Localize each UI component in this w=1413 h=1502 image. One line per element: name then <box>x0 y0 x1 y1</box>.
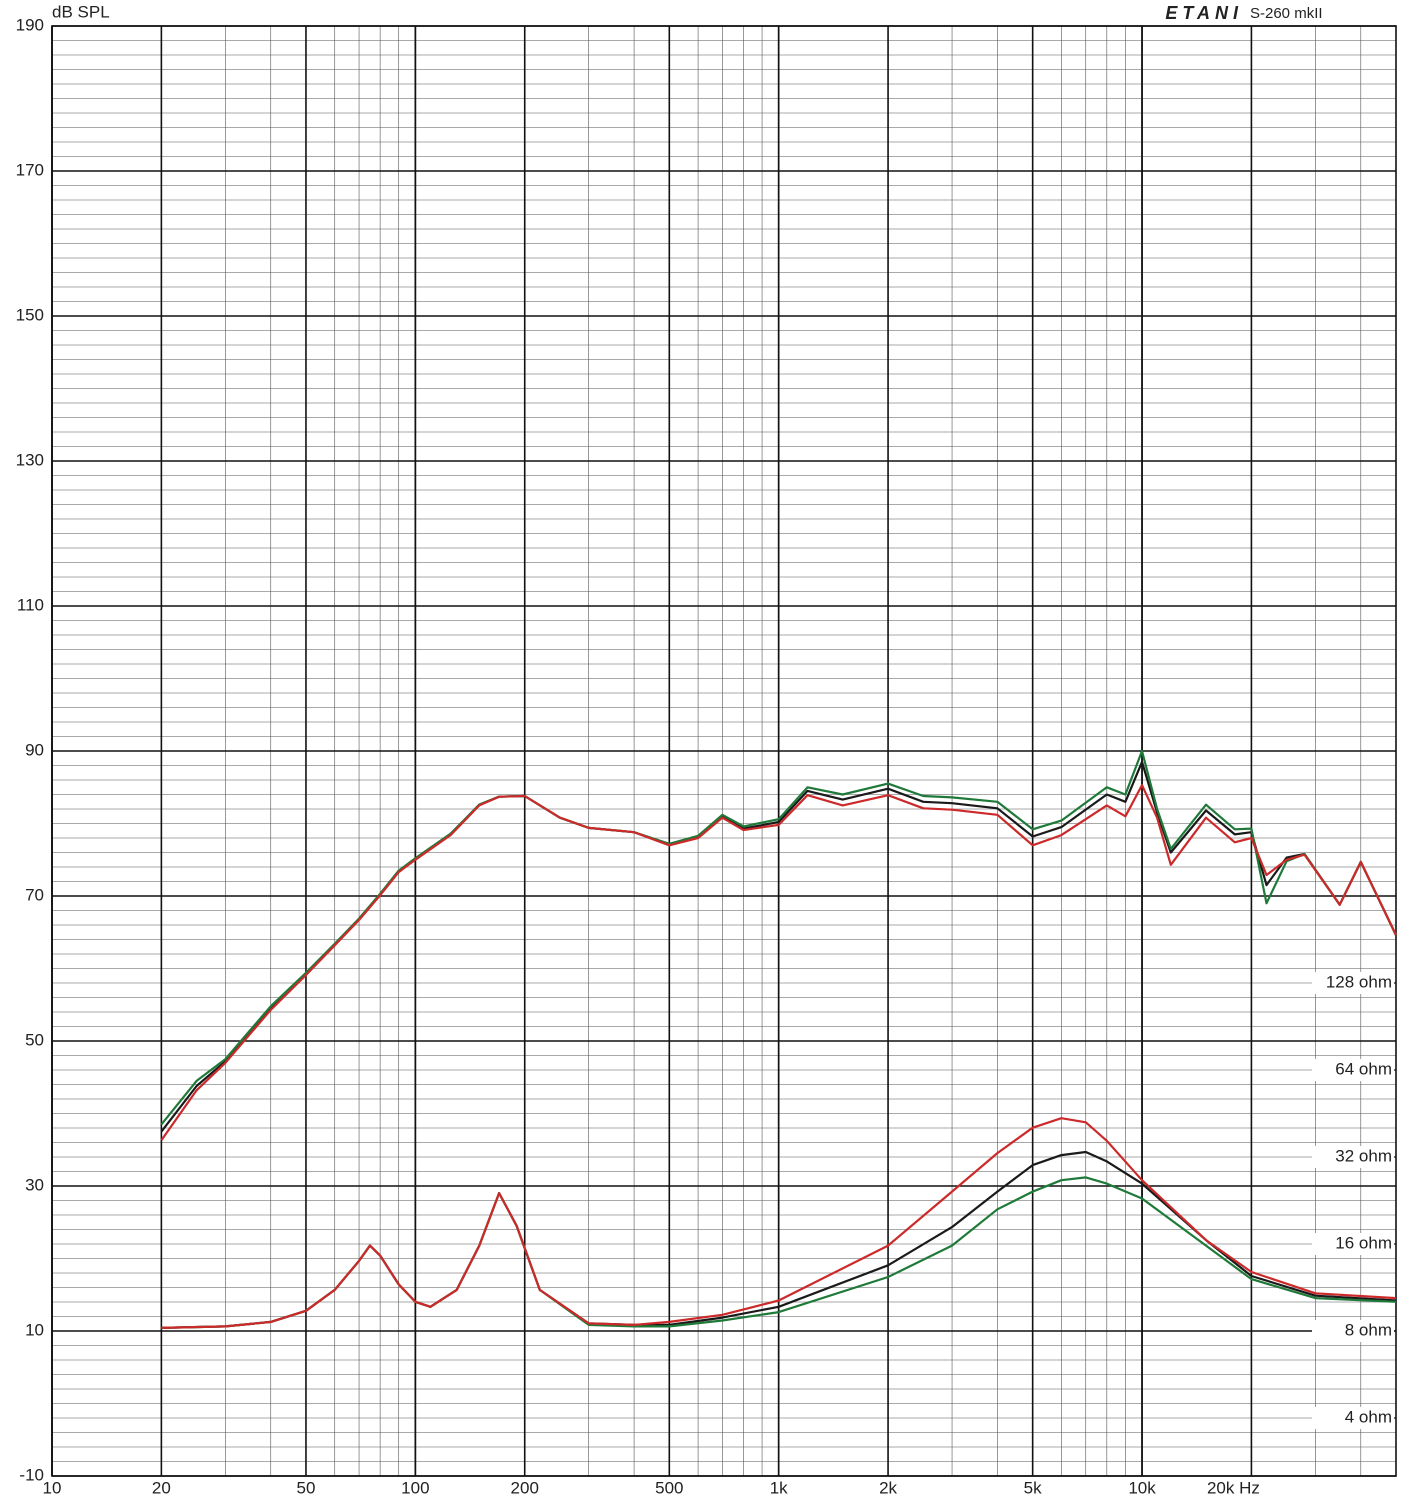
y-tick-label: 130 <box>16 450 44 469</box>
x-tick-label: 200 <box>511 1478 539 1497</box>
x-tick-label: 50 <box>297 1478 316 1497</box>
y-tick-label: -10 <box>19 1465 44 1484</box>
x-tick-label: 1k <box>770 1478 788 1497</box>
x-tick-label: 20k Hz <box>1207 1478 1260 1497</box>
y2-tick-label: 128 ohm <box>1326 972 1392 991</box>
y-tick-label: 170 <box>16 160 44 179</box>
y2-tick-label: 8 ohm <box>1345 1320 1392 1339</box>
y2-label-bg <box>1312 1059 1394 1082</box>
y2-tick-label: 64 ohm <box>1335 1059 1392 1078</box>
x-tick-label: 2k <box>879 1478 897 1497</box>
x-tick-label: 500 <box>655 1478 683 1497</box>
x-tick-label: 10k <box>1128 1478 1156 1497</box>
x-tick-label: 20 <box>152 1478 171 1497</box>
y-tick-label: 70 <box>25 885 44 904</box>
y2-label-bg <box>1312 1407 1394 1430</box>
series-line <box>161 1117 1397 1329</box>
y-tick-label: 50 <box>25 1030 44 1049</box>
chart-subtitle: S-260 mkII <box>1250 5 1323 22</box>
y2-label-bg <box>1312 1233 1394 1256</box>
y2-label-bg <box>1312 1146 1394 1169</box>
y2-tick-label: 4 ohm <box>1345 1407 1392 1426</box>
y-axis-label: dB SPL <box>52 2 110 21</box>
y2-label-bg <box>1312 972 1394 995</box>
y-tick-label: 30 <box>25 1175 44 1194</box>
x-tick-label: 5k <box>1024 1478 1042 1497</box>
y2-tick-label: 32 ohm <box>1335 1146 1392 1165</box>
y-tick-label: 10 <box>25 1320 44 1339</box>
chart-title: ETANI <box>1165 3 1243 23</box>
y-tick-label: 90 <box>25 740 44 759</box>
x-tick-label: 10 <box>43 1478 62 1497</box>
y-tick-label: 190 <box>16 15 44 34</box>
y2-label-bg <box>1312 1320 1394 1343</box>
y-tick-label: 110 <box>17 595 44 614</box>
y-tick-label: 150 <box>16 305 44 324</box>
y2-tick-label: 16 ohm <box>1335 1233 1392 1252</box>
x-tick-label: 100 <box>401 1478 429 1497</box>
series-line <box>160 784 1397 1141</box>
